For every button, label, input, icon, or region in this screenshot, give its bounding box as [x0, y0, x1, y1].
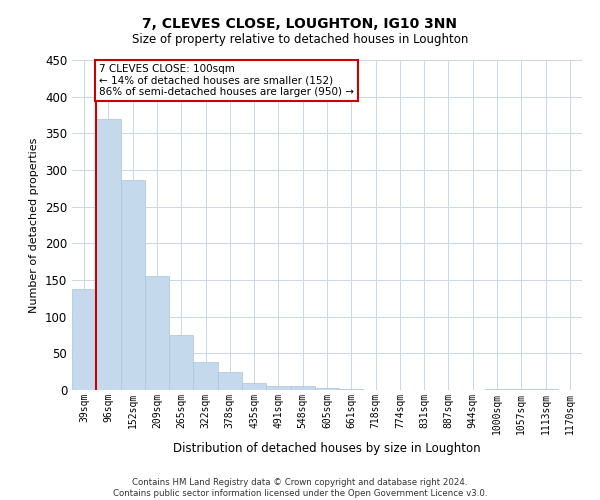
Y-axis label: Number of detached properties: Number of detached properties	[29, 138, 40, 312]
Text: 7, CLEVES CLOSE, LOUGHTON, IG10 3NN: 7, CLEVES CLOSE, LOUGHTON, IG10 3NN	[143, 18, 458, 32]
Text: 7 CLEVES CLOSE: 100sqm
← 14% of detached houses are smaller (152)
86% of semi-de: 7 CLEVES CLOSE: 100sqm ← 14% of detached…	[99, 64, 354, 97]
Bar	[266, 386, 290, 390]
Bar	[145, 276, 169, 390]
Bar	[121, 180, 145, 390]
Bar	[169, 335, 193, 390]
Bar	[72, 289, 96, 390]
Bar	[96, 118, 121, 390]
Bar	[242, 382, 266, 390]
Text: Contains HM Land Registry data © Crown copyright and database right 2024.
Contai: Contains HM Land Registry data © Crown c…	[113, 478, 487, 498]
Bar	[315, 388, 339, 390]
Bar	[218, 372, 242, 390]
Bar	[290, 386, 315, 390]
Text: Size of property relative to detached houses in Loughton: Size of property relative to detached ho…	[132, 32, 468, 46]
Bar	[485, 388, 509, 390]
X-axis label: Distribution of detached houses by size in Loughton: Distribution of detached houses by size …	[173, 442, 481, 455]
Bar	[193, 362, 218, 390]
